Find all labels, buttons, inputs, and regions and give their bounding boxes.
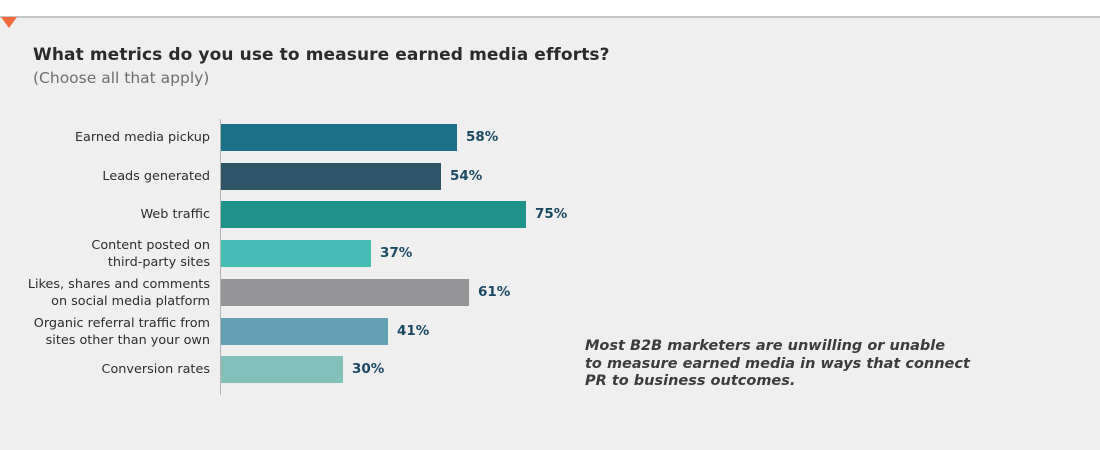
bar [221, 124, 457, 151]
value-label: 30% [352, 361, 385, 377]
value-label: 75% [535, 206, 568, 222]
category-label: Content posted on third-party sites [91, 237, 210, 270]
annotation-line: to measure earned media in ways that con… [585, 355, 970, 372]
chart-panel: What metrics do you use to measure earne… [0, 16, 1100, 450]
category-label: Leads generated [102, 169, 210, 184]
value-label: 54% [450, 168, 483, 184]
annotation-text: Most B2B marketers are unwilling or unab… [585, 338, 970, 391]
bar-row: Content posted on third-party sites 37% [0, 237, 1100, 270]
bar-row: Earned media pickup 58% [0, 124, 1100, 151]
bar [221, 279, 469, 306]
bar [221, 240, 371, 267]
value-label: 58% [466, 129, 499, 145]
bar-row: Leads generated 54% [0, 163, 1100, 190]
category-label: Web traffic [140, 207, 211, 222]
value-label: 37% [380, 245, 413, 261]
category-label: Likes, shares and comments on social medi… [27, 276, 210, 309]
bar-chart: Earned media pickup 58% Leads generated 54%… [0, 18, 1100, 450]
bar-row: Organic referral traffic from sites other… [0, 315, 1100, 348]
category-label: Earned media pickup [74, 130, 210, 145]
bar [221, 318, 388, 345]
chart-subtitle: (Choose all that apply) [33, 69, 210, 87]
bar [221, 356, 343, 383]
y-axis-line [220, 119, 221, 395]
category-label: Organic referral traffic from sites other… [33, 315, 210, 348]
bar-row: Likes, shares and comments on social medi… [0, 276, 1100, 309]
orange-triangle-marker [1, 17, 17, 28]
value-label: 41% [397, 323, 430, 339]
bar-row: Conversion rates 30% [0, 356, 1100, 383]
category-label: Conversion rates [101, 362, 210, 377]
value-label: 61% [478, 284, 511, 300]
annotation-line: PR to business outcomes. [585, 373, 796, 389]
bar [221, 163, 441, 190]
chart-title: What metrics do you use to measure earne… [33, 45, 610, 65]
annotation-line: Most B2B marketers are unwilling or unab… [585, 338, 946, 354]
bar-row: Web traffic 75% [0, 201, 1100, 228]
bar [221, 201, 526, 228]
